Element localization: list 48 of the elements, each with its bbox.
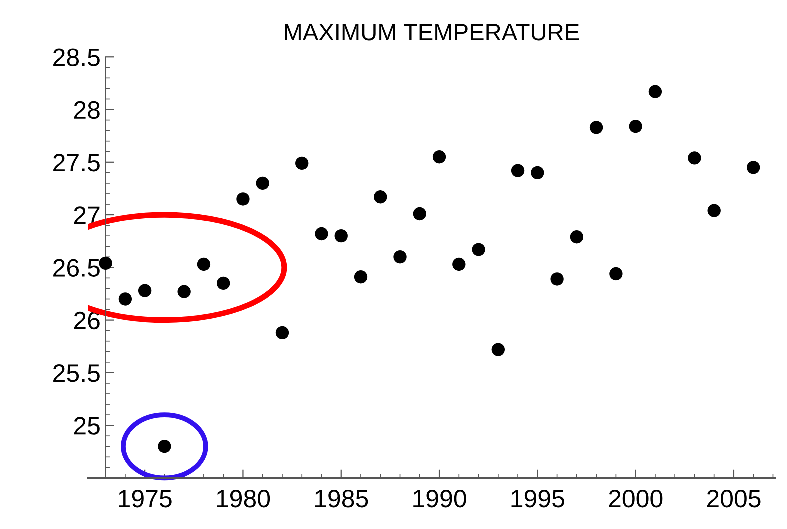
chart-title: MAXIMUM TEMPERATURE <box>285 24 580 41</box>
point <box>256 176 270 190</box>
point <box>570 230 584 244</box>
point <box>178 285 191 298</box>
point <box>629 120 642 134</box>
point <box>374 190 388 204</box>
point <box>217 276 230 290</box>
y-tick-label: 27 <box>74 206 100 224</box>
point <box>118 292 132 306</box>
y-tick-label: 25 <box>74 417 100 435</box>
point <box>708 204 721 218</box>
y-tick-label: 26 <box>74 312 100 330</box>
point <box>197 258 211 272</box>
point <box>610 267 623 281</box>
point <box>138 284 152 298</box>
point <box>354 270 368 284</box>
point <box>315 227 328 241</box>
x-tick-label: 1990 <box>414 490 466 508</box>
x-tick-label: 1980 <box>217 490 270 508</box>
y-tick-label: 26.5 <box>54 259 100 277</box>
y-tick-label: 28.5 <box>54 48 100 66</box>
point <box>413 207 426 221</box>
point <box>276 326 290 340</box>
x-tick-label: 2000 <box>609 490 663 508</box>
y-tick-label: 27.5 <box>54 154 100 172</box>
point <box>550 272 564 286</box>
x-tick-label: 1995 <box>512 490 564 508</box>
point <box>511 164 525 178</box>
point <box>432 150 446 164</box>
point <box>531 166 544 180</box>
point <box>747 161 760 174</box>
point <box>99 256 112 270</box>
point <box>648 85 662 98</box>
point <box>472 243 486 256</box>
y-tick-label: 25.5 <box>54 364 100 382</box>
y-tick-label: 28 <box>74 101 100 120</box>
point <box>334 230 348 243</box>
point <box>492 343 505 356</box>
x-tick-label: 1985 <box>315 490 368 508</box>
x-tick-label: 2005 <box>707 490 761 508</box>
point <box>296 156 309 170</box>
point <box>688 152 702 165</box>
point <box>158 440 172 454</box>
point <box>452 258 466 272</box>
point <box>236 192 250 206</box>
point <box>590 121 604 134</box>
point <box>394 250 407 264</box>
x-tick-label: 1975 <box>119 490 172 508</box>
